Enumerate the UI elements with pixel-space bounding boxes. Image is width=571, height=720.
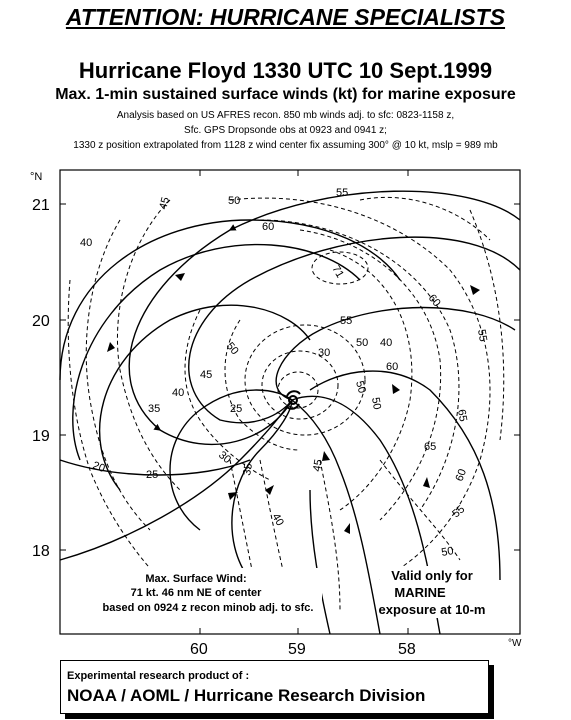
lon-tick-59: 59 [288,641,306,658]
contour-label: 71 [329,264,346,281]
max-wind-annotation: Max. Surface Wind: 71 kt. 46 nm NE of ce… [103,568,322,618]
contour-label: 50 [440,545,454,559]
lat-tick-20: 20 [32,313,50,330]
contour-label: 40 [269,512,286,529]
contour-label: 60 [426,292,443,309]
contour-label: 50 [353,380,368,395]
lon-tick-58: 58 [398,641,416,658]
max-wind-line3: based on 0924 z recon minob adj. to sfc. [103,602,314,614]
contour-label: 45 [200,369,212,381]
contour-label: 55 [475,328,489,342]
map-frame [59,169,521,635]
valid-line3: exposure at 10-m [379,602,486,617]
max-wind-line2: 71 kt. 46 nm NE of center [131,587,263,599]
contour-label: 20 [91,460,107,475]
contour-label: 65 [424,441,436,453]
flow-arrows [107,273,480,534]
analysis-note-1: Analysis based on US AFRES recon. 850 mb… [116,110,455,121]
valid-line2: MARINE [394,585,446,600]
contour-label: 40 [172,387,184,399]
contour-label: 60 [262,221,274,233]
lon-unit-label: °W [508,638,522,649]
lat-tick-19: 19 [32,428,50,445]
lon-tick-60: 60 [190,641,208,658]
contour-label: 55 [340,315,352,327]
contour-labels: 45 50 55 71 60 40 55 60 50 55 50 30 40 6… [80,187,489,559]
footer-box: Experimental research product of : NOAA … [60,660,489,714]
axis-ticks [60,170,520,634]
valid-annotation: Valid only for MARINE exposure at 10-m [379,566,490,618]
contour-label: 25 [230,403,242,415]
attention-banner: ATTENTION: HURRICANE SPECIALISTS [65,4,506,30]
contour-label: 55 [450,503,467,520]
valid-line1: Valid only for [391,568,473,583]
contour-label: 35 [148,403,160,415]
lat-unit-label: °N [30,171,42,183]
contour-label: 60 [386,361,398,373]
lat-tick-18: 18 [32,543,50,560]
footer-line1: Experimental research product of : [67,670,250,682]
isotachs [67,196,505,611]
contour-label: 45 [157,196,172,211]
chart-title: Hurricane Floyd 1330 UTC 10 Sept.1999 [78,58,493,83]
analysis-note-3: 1330 z position extrapolated from 1128 z… [73,140,498,151]
contour-label: 40 [380,337,392,349]
max-wind-line1: Max. Surface Wind: [145,573,246,585]
streamlines [59,190,521,635]
contour-label: 55 [336,187,348,199]
contour-label: 30 [318,347,330,359]
contour-label: 50 [356,337,368,349]
lat-tick-21: 21 [32,197,50,214]
contour-label: 65 [455,408,469,422]
chart-subtitle: Max. 1-min sustained surface winds (kt) … [55,86,516,103]
contour-label: 50 [228,195,240,207]
wind-field-map: °N 21 20 19 18 60 59 58 °W [30,169,522,658]
analysis-note-2: Sfc. GPS Dropsonde obs at 0923 and 0941 … [184,125,387,136]
contour-label: 45 [311,458,325,472]
contour-label: 40 [80,237,92,249]
contour-label: 60 [454,467,469,483]
contour-label: 50 [369,396,383,410]
footer-line2: NOAA / AOML / Hurricane Research Divisio… [67,686,426,705]
contour-label: 35 [241,462,255,476]
storm-center-symbol [285,390,301,410]
contour-label: 25 [146,469,158,481]
